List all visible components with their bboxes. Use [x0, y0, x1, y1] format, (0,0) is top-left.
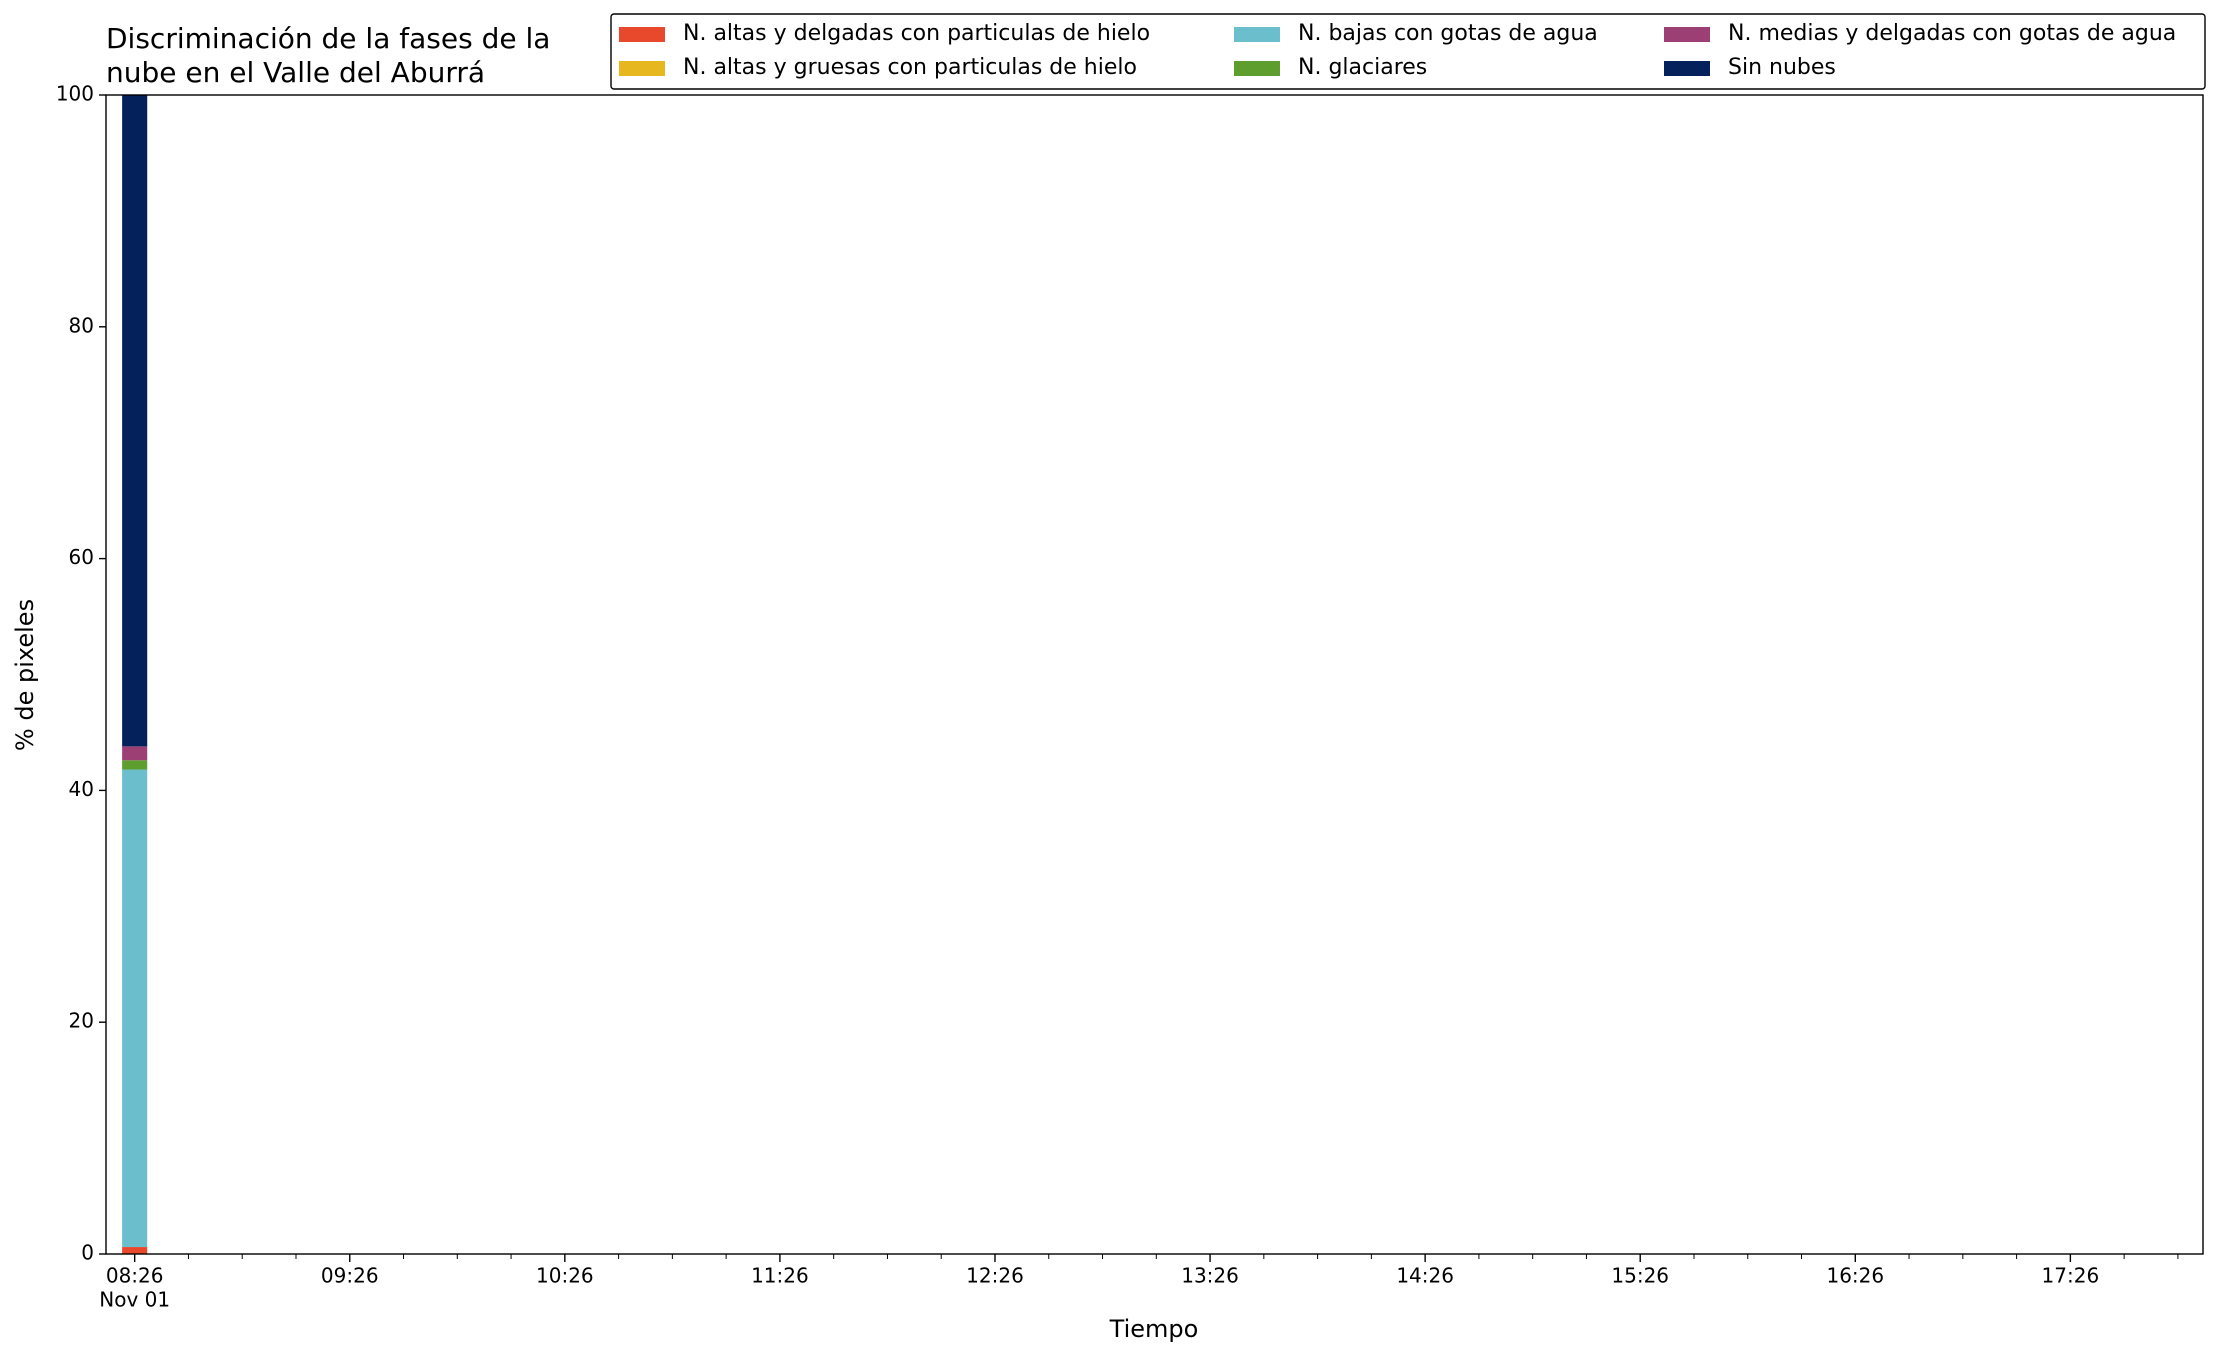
legend-label: Sin nubes [1728, 55, 1836, 80]
bar-segment [122, 769, 148, 1248]
x-date-label: Nov 01 [99, 1288, 170, 1312]
y-tick-label: 100 [56, 82, 94, 106]
legend-label: N. medias y delgadas con gotas de agua [1728, 21, 2176, 46]
bar-segment [122, 95, 148, 747]
y-tick-label: 40 [69, 777, 94, 801]
x-tick-label: 15:26 [1611, 1264, 1669, 1288]
x-tick-label: 09:26 [321, 1264, 379, 1288]
legend-swatch [1234, 61, 1280, 76]
x-tick-label: 08:26 [106, 1264, 164, 1288]
plot-frame [105, 94, 2204, 1255]
legend-label: N. altas y gruesas con particulas de hie… [683, 55, 1137, 80]
legend-swatch [619, 61, 665, 76]
legend-swatch [1664, 27, 1710, 42]
legend-swatch [1664, 61, 1710, 76]
x-tick-label: 13:26 [1181, 1264, 1239, 1288]
legend-box [610, 13, 2206, 90]
x-tick-label: 12:26 [966, 1264, 1024, 1288]
bar-segment [122, 1247, 148, 1254]
y-tick-label: 0 [81, 1241, 94, 1265]
x-tick-label: 11:26 [751, 1264, 809, 1288]
x-axis-label: Tiempo [1109, 1315, 1199, 1343]
legend-label: N. glaciares [1298, 55, 1427, 80]
y-tick-label: 60 [69, 545, 94, 569]
chart-title: Discriminación de la fases de la [106, 22, 550, 55]
bar-segment [122, 760, 148, 770]
y-tick-label: 80 [69, 313, 94, 337]
y-axis-label: % de pixeles [11, 599, 39, 751]
legend-label: N. altas y delgadas con particulas de hi… [683, 21, 1150, 46]
y-tick-label: 20 [69, 1009, 94, 1033]
x-tick-label: 10:26 [536, 1264, 594, 1288]
x-tick-label: 14:26 [1396, 1264, 1454, 1288]
legend-swatch [619, 27, 665, 42]
legend-swatch [1234, 27, 1280, 42]
x-tick-label: 16:26 [1826, 1264, 1884, 1288]
bar-segment [122, 746, 148, 761]
chart-title: nube en el Valle del Aburrá [106, 56, 485, 89]
x-tick-label: 17:26 [2042, 1264, 2100, 1288]
legend-label: N. bajas con gotas de agua [1298, 21, 1598, 46]
